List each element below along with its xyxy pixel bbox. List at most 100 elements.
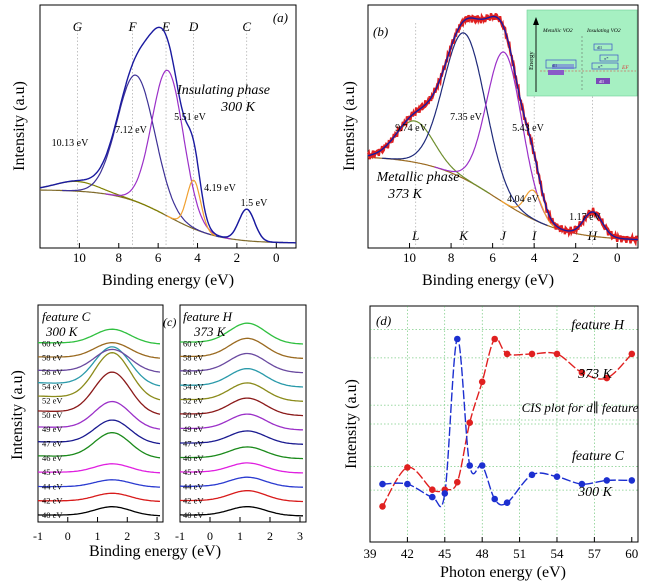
- panel-d-x-tick-label: 51: [513, 546, 526, 561]
- panel-a-phase-label: Insulating phase: [176, 83, 270, 98]
- panel-c-feature-c-energy-label: 44 eV: [42, 481, 63, 491]
- panel-a-x-tick-label: 4: [194, 250, 201, 265]
- panel-b-x-tick-label: 0: [614, 250, 621, 265]
- panel-a-feature-label: C: [242, 19, 251, 34]
- panel-c-x-tick-label: 2: [124, 529, 130, 543]
- panel-c-feature-c-energy-label: 40 eV: [42, 510, 63, 520]
- panel-b-curves: [366, 12, 639, 247]
- panel-d-feature-c-point-48eV: [478, 462, 486, 469]
- panel-c-feature-h-energy-label: 56 eV: [183, 367, 204, 377]
- panel-d-feature-h-point-47eV: [466, 419, 474, 427]
- panel-c-feature-c-energy-label: 50 eV: [42, 410, 63, 420]
- panel-a-feature-label: G: [73, 19, 83, 34]
- panel-c-x-tick-label: 3: [297, 529, 303, 543]
- panel-d-grid: [370, 306, 638, 542]
- panel-b-feature-label: I: [531, 228, 537, 243]
- panel-d-feature-c-point-60eV: [628, 477, 636, 484]
- panel-c-feature-c-spectrum-58-eV: [38, 342, 161, 359]
- panel-d-feature-c-point-47eV: [466, 462, 474, 469]
- inset-insulating-band-2: [599, 54, 619, 62]
- panel-d-feature-c-point-56eV: [578, 480, 586, 488]
- panel-d-feature-h-point-50eV: [503, 350, 511, 358]
- panel-d-feature-h-point-58eV: [603, 374, 611, 382]
- panel-c-feature-c-temperature: 300 K: [45, 324, 79, 339]
- panel-c-feature-c-spectrum-46-eV: [37, 432, 161, 459]
- panel-d-feature-c-point-54eV: [553, 473, 561, 481]
- panel-b-peak-5-label: 1.17 eV: [569, 212, 601, 223]
- panel-c-x-tick-label: -1: [175, 529, 185, 543]
- panel-d-feature-c-point-52eV: [528, 471, 536, 479]
- panel-a-temperature-label: 300 K: [220, 100, 256, 115]
- panel-c-feature-c-energy-label: 52 eV: [42, 396, 63, 406]
- panel-a-x-tick-label: 6: [155, 250, 162, 265]
- panel-a-x-tick-label: 8: [116, 250, 123, 265]
- panel-c: 40 eV 42 eV 44 eV 45 eV 46 eV 47 eV 49 eV 50 eV…: [9, 304, 307, 560]
- panel-a-feature-label: E: [161, 19, 170, 34]
- panel-c-x-tick-label: 1: [95, 529, 101, 543]
- panel-b-peak-2-curve: [382, 32, 548, 227]
- panel-d-feature-h-point-42eV: [404, 464, 411, 471]
- inset-metallic-title: Metallic VO2: [542, 28, 573, 34]
- panel-d-feature-c-temperature: 300 K: [577, 485, 613, 500]
- panel-b-label: (b): [373, 24, 388, 39]
- panel-c-feature-c-spectrum-54-eV: [38, 346, 161, 387]
- panel-c-feature-c-energy-label: 47 eV: [42, 439, 63, 449]
- panel-a-peak-2-curve: [62, 74, 212, 236]
- panel-d-feature-h-point-52eV: [528, 350, 536, 358]
- panel-b-envelope-curve: [367, 15, 638, 241]
- panel-c-feature-c-spectrum-60-eV: [38, 328, 161, 345]
- panel-c-feature-h-spectrum-58-eV: [180, 337, 303, 359]
- panel-c-feature-c-energy-label: 58 eV: [42, 353, 63, 363]
- panel-b-x-axis-label: Binding energy (eV): [422, 272, 554, 289]
- panel-d-points: [379, 335, 636, 510]
- panel-c-feature-h-energy-label: 58 eV: [183, 353, 204, 363]
- panel-c-right-x-ticks: -1 0 1 2 3: [175, 517, 303, 543]
- panel-c-feature-h-spectrum-52-eV: [180, 382, 304, 402]
- panel-c-feature-h-energy-label: 46 eV: [183, 453, 204, 463]
- panel-c-feature-c-curves: [37, 328, 161, 517]
- panel-c-feature-h-temperature: 373 K: [193, 324, 227, 339]
- panel-a-peak-4-curve: [166, 179, 222, 238]
- inset-energy-label: Energy: [528, 51, 535, 70]
- panel-c-left-x-ticks: -1 0 1 2 3: [33, 517, 160, 543]
- panel-c-feature-h-spectrum-60-eV: [180, 322, 304, 345]
- panel-c-left-frame: [37, 304, 164, 523]
- panel-b-x-ticks: 10 8 6 4 2 0: [403, 243, 620, 265]
- panel-c-feature-h-title: feature H: [183, 309, 233, 324]
- panel-d-x-axis-label: Photon energy (eV): [440, 564, 566, 581]
- panel-c-feature-h-energy-label: 54 eV: [183, 381, 204, 391]
- panel-d-title: CIS plot for d∥ feature: [522, 400, 639, 415]
- band-diagram-inset: Energy Metallic VO2 Insulating VO2 EF dl…: [526, 9, 638, 97]
- panel-d-feature-c-point-46eV: [454, 335, 461, 343]
- panel-a: G F E D C 10.13 eV 7.12 eV 5.51 eV 4.19 eV 1.5 e…: [11, 4, 297, 289]
- panel-d-feature-h-point-49eV: [491, 335, 499, 343]
- panel-d-feature-c-point-44eV: [429, 493, 436, 501]
- panel-c-feature-h-spectrum-40-eV: [180, 506, 303, 517]
- panel-c-feature-h-spectrum-50-eV: [180, 397, 304, 417]
- panel-c-feature-h-energy-label: 42 eV: [183, 496, 204, 506]
- panel-d-feature-h-label: feature H: [571, 318, 625, 333]
- panel-c-feature-h-spectrum-42-eV: [179, 490, 303, 503]
- panel-c-feature-h-spectrum-49-eV: [180, 413, 304, 431]
- panel-c-feature-c-spectrum-52-eV: [37, 352, 161, 401]
- inset-insulating-band-1: [593, 43, 613, 51]
- panel-c-feature-h-energy-labels: 40 eV 42 eV 44 eV 45 eV 46 eV 47 eV 49 eV 50 eV…: [183, 338, 204, 520]
- panel-d-feature-c-point-45eV: [441, 490, 449, 497]
- panel-a-x-axis-label: Binding energy (eV): [102, 272, 234, 289]
- panel-b-x-tick-label: 6: [489, 250, 496, 265]
- panel-c-feature-h-energy-label: 44 eV: [183, 481, 204, 491]
- panel-a-feature-label: D: [188, 19, 199, 34]
- panel-d-x-tick-label: 57: [588, 546, 602, 561]
- inset-metallic-band-3: [548, 70, 564, 75]
- panel-c-feature-h-energy-label: 40 eV: [183, 510, 204, 520]
- panel-c-feature-h-spectrum-46-eV: [179, 446, 304, 460]
- panel-d-x-tick-label: 42: [401, 546, 414, 561]
- panel-d-feature-h-point-46eV: [454, 478, 461, 486]
- panel-a-y-axis-label: Intensity (a.u): [11, 81, 28, 171]
- panel-c-x-tick-label: 0: [65, 529, 71, 543]
- inset-level-label-2: π*: [604, 56, 609, 61]
- panel-a-peak-5-label: 1.5 eV: [241, 198, 268, 209]
- panel-d-feature-c-point-42eV: [404, 480, 411, 488]
- panel-c-x-axis-label: Binding energy (eV): [89, 543, 221, 560]
